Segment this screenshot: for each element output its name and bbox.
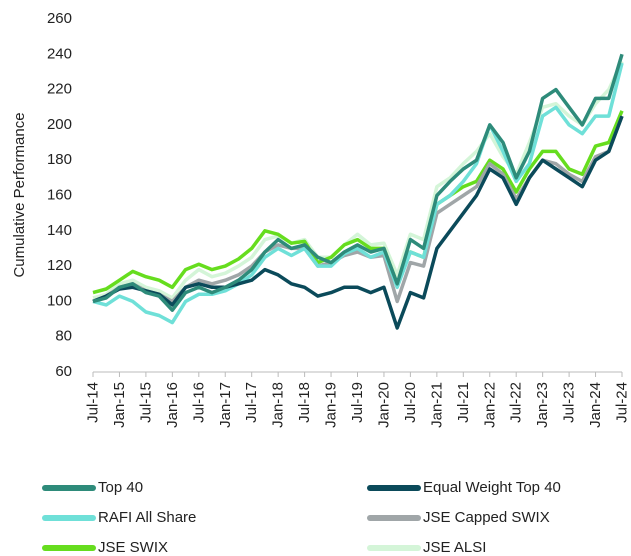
legend-label: Top 40 [98, 479, 143, 496]
x-tick-label: Jul-14 [85, 382, 102, 423]
x-tick-label: Jul-15 [137, 382, 154, 423]
x-tick-label: Jan-23 [534, 382, 551, 428]
x-tick-label: Jan-16 [164, 382, 181, 428]
x-tick-label: Jan-15 [111, 382, 128, 428]
y-tick-label: 220 [47, 81, 72, 98]
legend-label: RAFI All Share [98, 509, 196, 526]
legend-label: JSE ALSI [423, 539, 486, 556]
legend-label: JSE SWIX [98, 539, 168, 556]
x-tick-label: Jul-16 [190, 382, 207, 423]
x-tick-label: Jul-22 [508, 382, 525, 423]
x-tick-label: Jan-18 [270, 382, 287, 428]
series-line [92, 53, 624, 312]
y-tick-label: 60 [55, 363, 72, 380]
x-tick-label: Jan-24 [587, 382, 604, 428]
series-line [92, 115, 624, 330]
y-tick-label: 80 [55, 328, 72, 345]
y-tick-label: 260 [47, 10, 72, 27]
x-tick-label: Jul-24 [614, 382, 631, 423]
x-tick-label: Jan-22 [481, 382, 498, 428]
x-tick-label: Jan-21 [428, 382, 445, 428]
x-tick-label: Jan-20 [375, 382, 392, 428]
y-axis-title: Cumulative Performance [11, 112, 28, 277]
legend-label: Equal Weight Top 40 [423, 479, 561, 496]
y-tick-label: 120 [47, 257, 72, 274]
y-tick-label: 100 [47, 292, 72, 309]
y-tick-label: 180 [47, 151, 72, 168]
x-tick-label: Jul-20 [402, 382, 419, 423]
x-tick-label: Jan-17 [217, 382, 234, 428]
series-line [92, 62, 624, 325]
series-line [92, 110, 624, 295]
x-tick-label: Jul-18 [296, 382, 313, 423]
legend-label: JSE Capped SWIX [423, 509, 550, 526]
y-tick-label: 200 [47, 116, 72, 133]
y-tick-label: 240 [47, 45, 72, 62]
x-tick-label: Jul-17 [243, 382, 260, 423]
x-tick-label: Jul-21 [455, 382, 472, 423]
series-line [92, 115, 624, 304]
x-tick-label: Jul-19 [349, 382, 366, 423]
x-tick-label: Jul-23 [561, 382, 578, 423]
y-tick-label: 160 [47, 186, 72, 203]
x-tick-label: Jan-19 [323, 382, 340, 428]
y-tick-label: 140 [47, 222, 72, 239]
